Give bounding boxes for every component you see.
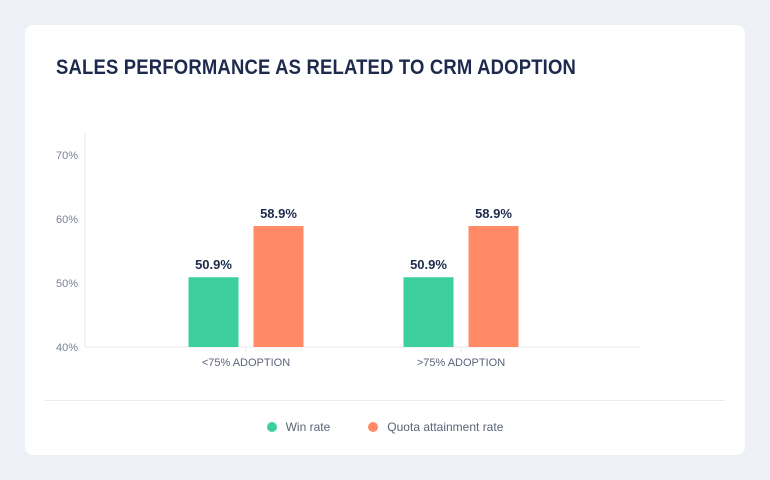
legend-swatch-quota-attainment: [368, 422, 379, 432]
data-label: 50.9%: [410, 257, 447, 272]
data-label: 58.9%: [260, 206, 297, 221]
divider: [45, 400, 725, 401]
legend-item-quota-attainment[interactable]: Quota attainment rate: [368, 420, 503, 434]
legend-swatch-win-rate: [266, 422, 277, 432]
data-label: 58.9%: [475, 206, 512, 221]
y-tick-label: 40%: [56, 342, 78, 354]
bar-win-rate: [188, 277, 239, 347]
legend-label: Win rate: [285, 420, 331, 434]
legend-item-win-rate[interactable]: Win rate: [266, 420, 331, 434]
legend-label: Quota attainment rate: [387, 420, 504, 434]
bar-quota-attainment: [468, 226, 519, 347]
x-tick-label: >75% ADOPTION: [417, 357, 505, 369]
chart-title: SALES PERFORMANCE AS RELATED TO CRM ADOP…: [56, 56, 577, 79]
y-tick-label: 50%: [56, 278, 78, 290]
legend: Win rate Quota attainment rate: [25, 420, 745, 434]
bar-win-rate: [403, 277, 454, 347]
x-tick-label: <75% ADOPTION: [202, 357, 290, 369]
bar-chart: 40% 50% 60% 70% <75% ADOPTION 50.9% 58.9% >75% …: [56, 133, 640, 369]
chart-card: SALES PERFORMANCE AS RELATED TO CRM ADOP…: [25, 25, 745, 455]
data-label: 50.9%: [195, 257, 232, 272]
y-tick-label: 60%: [56, 214, 78, 226]
bar-quota-attainment: [253, 226, 304, 347]
y-tick-label: 70%: [56, 150, 78, 162]
